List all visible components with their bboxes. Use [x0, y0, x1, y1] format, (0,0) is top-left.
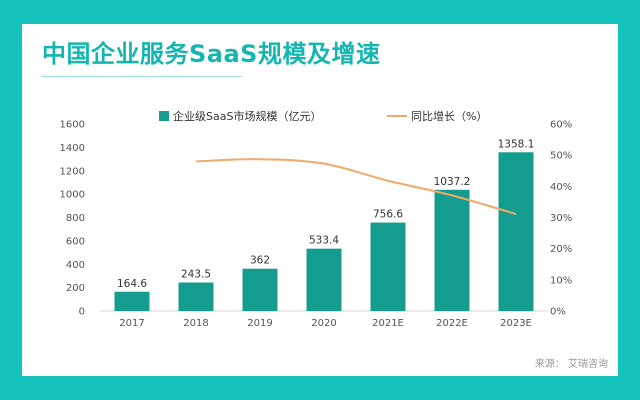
chart: 0 200 400 600 800 1000 1200 1400 1600 0% 10% 20% 30%…	[60, 109, 573, 329]
y-left-tick-label: 600	[66, 236, 85, 247]
chart-title: 中国企业服务SaaS规模及增速	[42, 40, 381, 68]
y-left-tick-label: 0	[79, 307, 85, 318]
bar-value-label: 362	[250, 255, 270, 267]
bar	[434, 189, 470, 311]
source-note: 来源： 艾瑞咨询	[534, 359, 608, 370]
bar-value-label: 1358.1	[498, 138, 535, 150]
growth-line	[195, 158, 517, 216]
y-right-tick-label: 50%	[550, 151, 572, 162]
bar	[178, 282, 214, 311]
y-right-tick-label: 30%	[550, 213, 572, 224]
bar-value-label: 1037.2	[434, 176, 471, 188]
y-left-tick-label: 1200	[60, 166, 85, 177]
y-left-tick-label: 1000	[60, 190, 85, 201]
y-right-tick-label: 20%	[550, 244, 572, 255]
bar	[114, 291, 150, 311]
legend-line-label: 同比增长（%）	[411, 109, 487, 123]
x-tick-label: 2020	[311, 318, 336, 329]
legend-bar-swatch	[159, 111, 169, 121]
y-right-tick-label: 10%	[550, 275, 572, 286]
y-left-tick-label: 200	[66, 283, 85, 294]
x-tick-label: 2019	[247, 318, 272, 329]
x-tick-label: 2023E	[500, 318, 532, 329]
y-left-tick-label: 1600	[60, 120, 85, 131]
bar	[306, 248, 342, 311]
legend-bar-label: 企业级SaaS市场规模（亿元）	[173, 109, 321, 123]
bar	[498, 152, 534, 311]
y-left-tick-label: 800	[66, 213, 85, 224]
y-right-tick-label: 60%	[550, 120, 572, 131]
y-right-tick-label: 40%	[550, 182, 572, 193]
y-right-tick-label: 0%	[550, 307, 566, 318]
x-tick-label: 2022E	[436, 318, 468, 329]
x-tick-label: 2018	[183, 318, 208, 329]
chart-card: 中国企业服务SaaS规模及增速 0 200 400 600 800 1000 1200 140…	[22, 24, 618, 376]
y-left-tick-label: 1400	[60, 143, 85, 154]
bar	[242, 268, 278, 311]
x-tick-label: 2021E	[372, 318, 404, 329]
x-tick-label: 2017	[119, 318, 144, 329]
title-underline	[42, 76, 242, 77]
bar-value-label: 756.6	[373, 209, 403, 221]
bar-value-label: 533.4	[309, 235, 339, 247]
y-left-tick-label: 400	[66, 260, 85, 271]
bar-value-label: 243.5	[181, 269, 211, 281]
bar-value-label: 164.6	[117, 278, 147, 290]
bar	[370, 222, 406, 311]
